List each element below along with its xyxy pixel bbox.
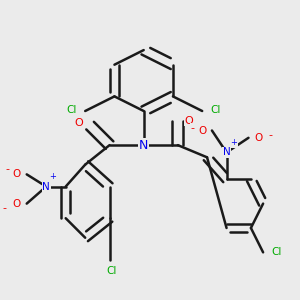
Text: -: - bbox=[190, 123, 194, 133]
Text: N: N bbox=[139, 139, 148, 152]
Text: +: + bbox=[230, 138, 237, 147]
Text: O: O bbox=[254, 133, 262, 143]
Text: Cl: Cl bbox=[67, 105, 77, 115]
Text: O: O bbox=[198, 125, 206, 136]
Text: Cl: Cl bbox=[271, 248, 282, 257]
Text: N: N bbox=[42, 182, 50, 192]
Text: O: O bbox=[75, 118, 83, 128]
Text: Cl: Cl bbox=[210, 105, 221, 115]
Text: -: - bbox=[3, 203, 7, 214]
Text: -: - bbox=[268, 130, 272, 140]
Text: -: - bbox=[5, 164, 9, 175]
Text: O: O bbox=[13, 199, 21, 208]
Text: Cl: Cl bbox=[107, 266, 117, 276]
Text: +: + bbox=[49, 172, 56, 181]
Text: N: N bbox=[223, 147, 230, 158]
Text: O: O bbox=[184, 116, 193, 126]
Text: O: O bbox=[13, 169, 21, 179]
